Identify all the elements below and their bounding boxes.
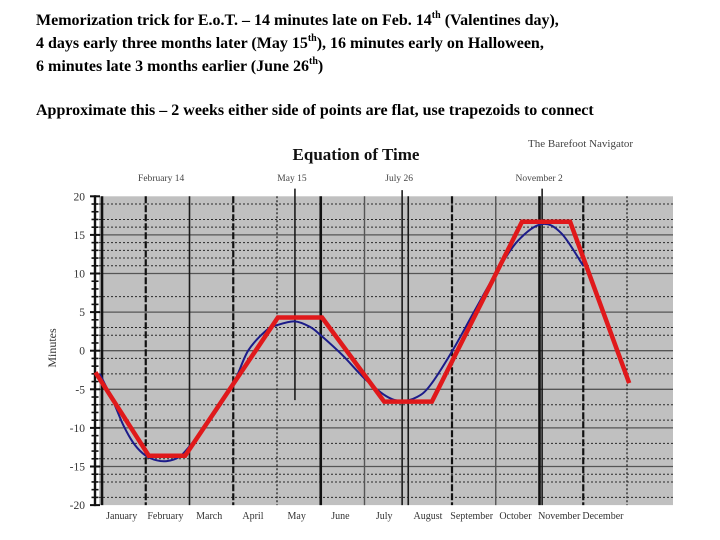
text-line-3-tail: ): [317, 58, 324, 75]
x-month-label: July: [376, 511, 393, 522]
event-label: February 14: [138, 174, 184, 184]
text-line-2-tail: ), 16 minutes early on Halloween,: [316, 35, 544, 52]
y-tick-label: 0: [79, 346, 85, 358]
series-line-actual: [98, 222, 585, 463]
x-month-label: December: [582, 511, 624, 522]
event-label: May 15: [277, 174, 307, 184]
text-line-3-sup: th: [309, 55, 318, 67]
y-tick-label: -20: [70, 500, 86, 512]
text-line-3: 6 minutes late 3 months earlier (June 26…: [36, 55, 324, 77]
text-line-2-main: 4 days early three months later (May 15: [36, 35, 308, 52]
series-line-trapezoid-approximation: [93, 219, 632, 458]
y-tick-label: 15: [74, 230, 86, 242]
y-axis-label: Minutes: [45, 328, 59, 368]
text-line-1-tail: (Valentines day),: [440, 12, 559, 29]
text-line-3-main: 6 minutes late 3 months earlier (June 26: [36, 58, 310, 75]
text-line-4: Approximate this – 2 weeks either side o…: [36, 101, 594, 121]
text-line-2: 4 days early three months later (May 15t…: [36, 32, 544, 54]
y-tick-label: -5: [75, 384, 85, 396]
x-month-label: June: [331, 511, 350, 522]
x-month-label: October: [499, 511, 532, 522]
plot-area: February 14 May 15 July 26 November 2 20 15 10…: [70, 174, 673, 522]
text-line-1-sup: th: [431, 9, 441, 21]
x-month-label: May: [288, 511, 306, 522]
text-line-1-main: Memorization trick for E.o.T. – 14 minut…: [36, 12, 432, 29]
y-tick-label: -10: [70, 423, 86, 435]
text-line-2-sup: th: [307, 32, 317, 44]
x-month-label: March: [196, 511, 222, 522]
event-label: November 2: [516, 174, 563, 184]
y-tick-label: 20: [74, 191, 86, 203]
chart-title: Equation of Time: [293, 145, 420, 164]
x-month-label: August: [413, 511, 442, 522]
x-month-label: September: [450, 511, 493, 522]
text-line-4-main: Approximate this – 2 weeks either side o…: [36, 102, 594, 119]
x-month-label: January: [106, 511, 137, 522]
event-label: July 26: [385, 174, 413, 184]
x-month-label: April: [242, 511, 263, 522]
chart-credit: The Barefoot Navigator: [528, 138, 633, 150]
x-month-label: November: [538, 511, 581, 522]
x-month-label: February: [147, 511, 183, 522]
text-line-1: Memorization trick for E.o.T. – 14 minut…: [36, 9, 559, 31]
y-tick-label: 10: [74, 269, 86, 281]
y-tick-label: -15: [70, 462, 86, 474]
y-tick-label: 5: [79, 307, 85, 319]
